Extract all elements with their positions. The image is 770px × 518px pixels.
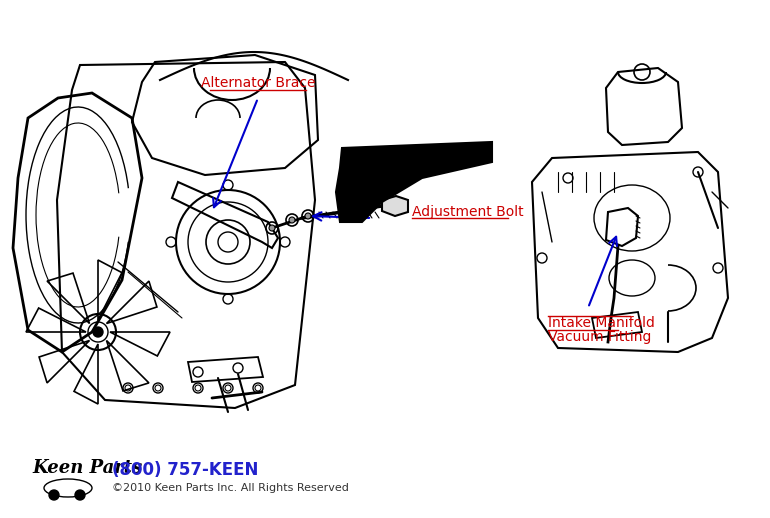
Text: Keen Parts: Keen Parts bbox=[32, 459, 142, 477]
Text: Intake Manifold: Intake Manifold bbox=[548, 316, 654, 330]
Polygon shape bbox=[382, 196, 408, 216]
Circle shape bbox=[93, 327, 103, 337]
Circle shape bbox=[289, 217, 295, 223]
Circle shape bbox=[49, 490, 59, 500]
Polygon shape bbox=[336, 142, 492, 222]
Text: Adjustment Bolt: Adjustment Bolt bbox=[412, 205, 524, 219]
Text: Vacuum Fitting: Vacuum Fitting bbox=[548, 330, 651, 344]
Text: (800) 757-KEEN: (800) 757-KEEN bbox=[112, 461, 259, 479]
Circle shape bbox=[75, 490, 85, 500]
Circle shape bbox=[269, 225, 275, 231]
Circle shape bbox=[305, 213, 311, 219]
Text: ©2010 Keen Parts Inc. All Rights Reserved: ©2010 Keen Parts Inc. All Rights Reserve… bbox=[112, 483, 349, 493]
Text: Alternator Brace: Alternator Brace bbox=[201, 76, 315, 90]
